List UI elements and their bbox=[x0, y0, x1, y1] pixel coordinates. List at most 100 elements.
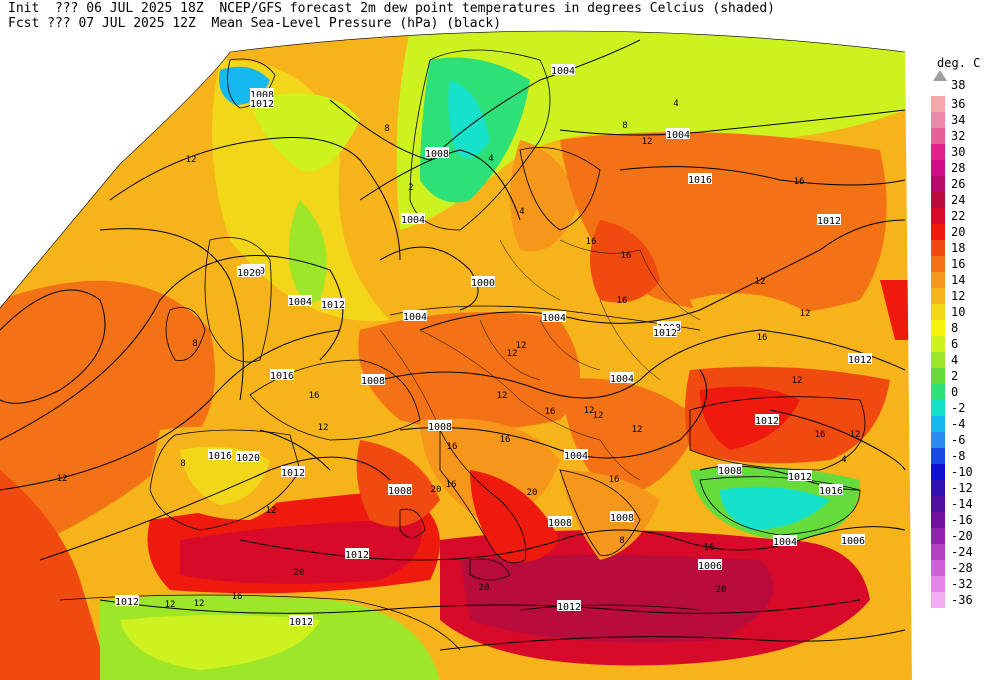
pressure-label: 1012 bbox=[115, 597, 139, 608]
legend-label: 16 bbox=[951, 257, 966, 271]
legend-swatch bbox=[931, 160, 945, 176]
pressure-label: 1004 bbox=[288, 297, 312, 308]
temperature-label: 20 bbox=[716, 585, 727, 595]
pressure-label-bg bbox=[281, 466, 305, 477]
temperature-label: 2 bbox=[408, 183, 413, 193]
pressure-label-bg bbox=[236, 451, 260, 462]
legend-label: 28 bbox=[951, 161, 966, 175]
pressure-label-bg bbox=[610, 372, 634, 383]
temperature-label: 4 bbox=[673, 99, 678, 109]
temperature-label: 12 bbox=[318, 423, 329, 433]
pressure-label: 1012 bbox=[817, 216, 841, 227]
temperature-label: 16 bbox=[617, 296, 628, 306]
legend-item: 32 bbox=[931, 128, 999, 144]
pressure-label: 1012 bbox=[755, 416, 779, 427]
pressure-label: 1016 bbox=[688, 175, 712, 186]
legend-item: 36 bbox=[931, 96, 999, 112]
temperature-label: 16 bbox=[794, 177, 805, 187]
legend-swatch bbox=[931, 528, 945, 544]
legend-item: 20 bbox=[931, 224, 999, 240]
pressure-label-bg bbox=[788, 470, 812, 481]
pressure-label: 1012 bbox=[345, 550, 369, 561]
temperature-label: 20 bbox=[479, 583, 490, 593]
domain-boundary bbox=[0, 30, 906, 309]
pressure-label: 1006 bbox=[698, 561, 722, 572]
temperature-label: 12 bbox=[584, 406, 595, 416]
legend-item: 8 bbox=[931, 320, 999, 336]
legend-label: 36 bbox=[951, 97, 966, 111]
legend-label: 4 bbox=[951, 353, 959, 367]
legend-label: 0 bbox=[951, 385, 959, 399]
legend-label: -28 bbox=[951, 561, 973, 575]
temperature-label: 16 bbox=[500, 435, 511, 445]
pressure-label: 1004 bbox=[542, 313, 566, 324]
legend-swatch bbox=[931, 416, 945, 432]
legend-swatch bbox=[931, 448, 945, 464]
pressure-label: 1004 bbox=[564, 451, 588, 462]
legend-swatch bbox=[931, 192, 945, 208]
temperature-label: 8 bbox=[622, 121, 627, 131]
legend-label: 18 bbox=[951, 241, 966, 255]
pressure-label-bg bbox=[250, 97, 274, 108]
pressure-labels: 1004100810121004100810161012100410001000… bbox=[115, 64, 872, 628]
legend-label: -4 bbox=[951, 417, 966, 431]
legend-item: -4 bbox=[931, 416, 999, 432]
pressure-label-bg bbox=[564, 449, 588, 460]
pressure-label: 1012 bbox=[557, 602, 581, 613]
pressure-label: 1004 bbox=[666, 130, 690, 141]
legend-label: -14 bbox=[951, 497, 973, 511]
temperature-label: 8 bbox=[619, 536, 624, 546]
legend-item: 4 bbox=[931, 352, 999, 368]
legend-swatch bbox=[931, 128, 945, 144]
pressure-label-bg bbox=[718, 464, 742, 475]
legend-swatch bbox=[931, 336, 945, 352]
legend-item: 30 bbox=[931, 144, 999, 160]
pressure-label: 1012 bbox=[281, 468, 305, 479]
pressure-label: 1008 bbox=[548, 518, 572, 529]
legend-item: -6 bbox=[931, 432, 999, 448]
legend-swatch bbox=[931, 96, 945, 112]
legend-item: -28 bbox=[931, 560, 999, 576]
pressure-label-bg bbox=[542, 311, 566, 322]
legend-swatch bbox=[931, 304, 945, 320]
pressure-label-bg bbox=[841, 534, 865, 545]
pressure-label: 1016 bbox=[819, 486, 843, 497]
pressure-label: 1012 bbox=[250, 99, 274, 110]
legend-label: -10 bbox=[951, 465, 973, 479]
pressure-label-bg bbox=[548, 516, 572, 527]
coastlines bbox=[59, 49, 866, 651]
pressure-label-bg bbox=[610, 511, 634, 522]
legend-item: 6 bbox=[931, 336, 999, 352]
legend-item: -36 bbox=[931, 592, 999, 608]
pressure-label-bg bbox=[388, 484, 412, 495]
temperature-label: 16 bbox=[545, 407, 556, 417]
legend-swatch bbox=[931, 272, 945, 288]
legend-swatch bbox=[931, 352, 945, 368]
legend-unit-label: deg. C bbox=[937, 56, 981, 70]
pressure-label-bg bbox=[755, 414, 779, 425]
legend-label: 14 bbox=[951, 273, 966, 287]
borders bbox=[379, 239, 701, 481]
pressure-label-bg bbox=[270, 369, 294, 380]
fcst-line: Fcst ??? 07 JUL 2025 12Z Mean Sea-Level … bbox=[8, 16, 502, 31]
legend-swatch bbox=[931, 464, 945, 480]
pressure-label-bg bbox=[819, 484, 843, 495]
pressure-label-bg bbox=[288, 295, 312, 306]
pressure-label-bg bbox=[425, 147, 449, 158]
legend-label: -2 bbox=[951, 401, 966, 415]
temperature-label: 12 bbox=[792, 376, 803, 386]
init-line: Init ??? 06 JUL 2025 18Z NCEP/GFS foreca… bbox=[8, 1, 776, 16]
legend-item: -24 bbox=[931, 544, 999, 560]
temperature-label: 16 bbox=[609, 475, 620, 485]
legend-swatch bbox=[931, 368, 945, 384]
legend-label: 20 bbox=[951, 225, 966, 239]
legend-item: 16 bbox=[931, 256, 999, 272]
pressure-label-bg bbox=[817, 214, 841, 225]
legend-swatch bbox=[931, 400, 945, 416]
legend-item: -12 bbox=[931, 480, 999, 496]
legend-swatch bbox=[931, 592, 945, 608]
legend-swatch bbox=[931, 208, 945, 224]
pressure-label: 1004 bbox=[773, 537, 797, 548]
pressure-label: 1012 bbox=[848, 355, 872, 366]
